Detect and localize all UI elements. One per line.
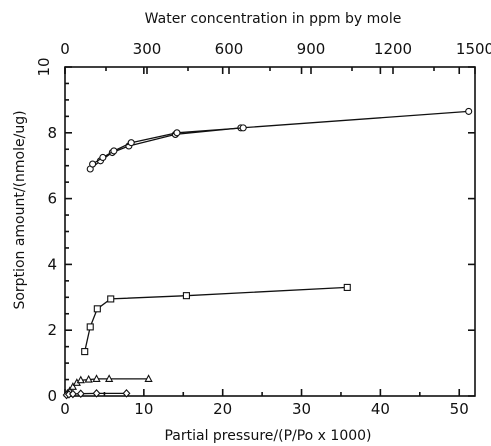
y-tick-label: 2 — [47, 321, 57, 339]
x-tick-label: 0 — [60, 400, 70, 418]
triangle-marker — [144, 374, 153, 382]
diamond-marker — [76, 389, 85, 399]
triangle-marker — [84, 374, 93, 383]
y-tick-label: 10 — [35, 57, 53, 76]
diamond-marker — [122, 389, 131, 398]
top-tick-label: 600 — [215, 40, 244, 58]
triangle-marker — [76, 375, 85, 384]
circle-marker — [465, 107, 473, 115]
diamond-marker — [68, 389, 77, 399]
x-tick-label: 50 — [450, 400, 469, 418]
series-square — [81, 283, 351, 356]
circle-marker — [110, 147, 118, 155]
circle-marker — [99, 153, 107, 162]
triangle-marker — [105, 374, 114, 382]
circle-marker — [127, 139, 135, 147]
series-circle — [89, 124, 247, 168]
x-tick-label: 20 — [213, 400, 232, 418]
x-tick-label: 10 — [134, 400, 153, 418]
top-axis-title: Water concentration in ppm by mole — [145, 11, 402, 27]
triangle-marker — [92, 374, 101, 382]
x-tick-label: 30 — [292, 400, 311, 418]
square-marker — [343, 283, 351, 291]
y-axis-title: Sorption amount/(nmole/ug) — [12, 110, 28, 309]
circle-marker — [173, 129, 181, 137]
series-triangle — [63, 374, 153, 397]
square-marker — [81, 348, 89, 356]
top-tick-label: 1200 — [374, 40, 412, 58]
plot-border — [64, 66, 476, 397]
data-series — [62, 107, 473, 400]
y-tick-label: 0 — [47, 387, 57, 405]
square-marker — [86, 323, 94, 331]
circle-marker — [89, 160, 97, 168]
top-tick-label: 0 — [60, 40, 70, 58]
square-marker — [93, 305, 101, 313]
series-line — [89, 110, 469, 170]
diamond-marker — [92, 389, 101, 398]
square-marker — [182, 292, 190, 300]
circle-marker — [239, 124, 247, 132]
top-tick-label: 900 — [297, 40, 326, 58]
top-tick-label: 300 — [133, 40, 162, 58]
series-line — [92, 127, 244, 165]
x-axis-title: Partial pressure/(P/Po x 1000) — [164, 428, 371, 444]
series-line — [84, 286, 348, 352]
triangle-marker — [68, 382, 78, 390]
y-tick-label: 6 — [47, 190, 57, 208]
y-tick-label: 4 — [47, 255, 57, 273]
square-marker — [107, 295, 115, 303]
plot-frame — [64, 66, 476, 397]
top-tick-label: 1500 — [456, 40, 491, 58]
x-tick-label: 40 — [371, 400, 390, 418]
axis-ticks: 0 10 20 30 40 50 0 300 600 900 1200 1500 0 2 4 6 8 10 — [35, 40, 491, 418]
series-diamond — [62, 389, 131, 400]
y-tick-label: 8 — [47, 124, 57, 142]
